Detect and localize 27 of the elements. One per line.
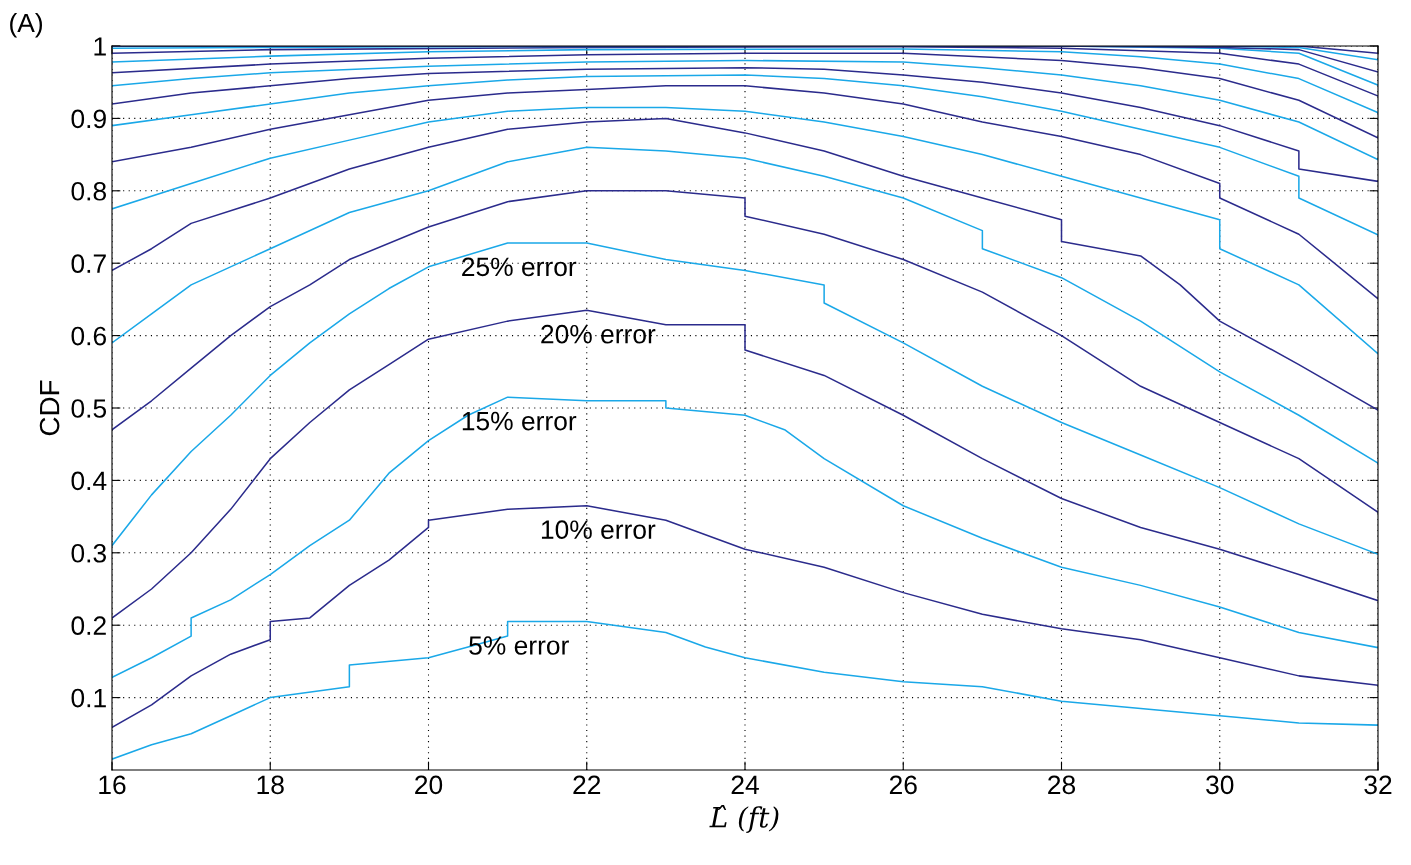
y-tick-label: 1 [94, 37, 106, 56]
y-tick-label: 0.8 [71, 181, 106, 201]
y-axis-title: CDF [39, 380, 60, 436]
annotation: 5% error [469, 636, 569, 655]
annotation: 20% error [541, 324, 656, 344]
x-tick-label: 26 [889, 775, 917, 795]
y-tick-label: 0.2 [71, 616, 106, 636]
x-tick-label: 20 [415, 775, 443, 795]
y-tick-label: 0.9 [71, 109, 106, 129]
y-tick-label: 0.5 [71, 399, 107, 418]
x-tick-label: 32 [1364, 775, 1392, 795]
x-tick-label: 30 [1206, 775, 1234, 795]
y-tick-label: 0.1 [71, 688, 106, 708]
y-tick-label: 0.7 [71, 254, 106, 274]
x-tick-label: 28 [1048, 775, 1076, 795]
y-tick-label: 0.6 [71, 326, 106, 346]
x-tick-label: 18 [257, 775, 284, 795]
y-tick-label: 0.4 [71, 471, 107, 491]
y-tick-label: 0.3 [71, 543, 106, 563]
x-tick-label: 24 [731, 775, 759, 794]
annotation: 15% error [462, 411, 577, 431]
annotation: 25% error [462, 257, 577, 277]
annotation: 10% error [541, 520, 656, 540]
x-tick-label: 22 [573, 775, 601, 794]
x-tick-label: 16 [99, 775, 126, 795]
x-axis-title: L̂ (ft) [709, 805, 779, 834]
text: (A) [10, 12, 42, 38]
